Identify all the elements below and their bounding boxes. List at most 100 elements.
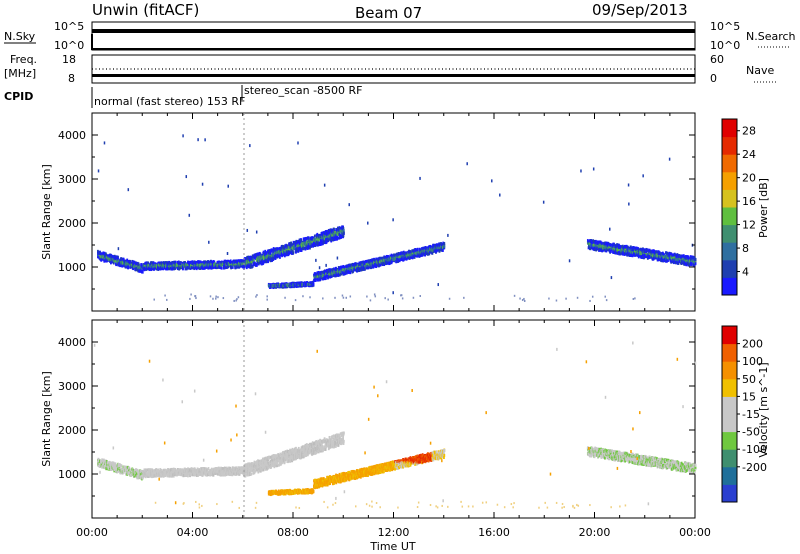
echo-cell bbox=[402, 254, 404, 258]
echo-cell bbox=[442, 248, 444, 252]
echo-cell bbox=[667, 258, 669, 262]
echo-cell bbox=[373, 258, 376, 262]
echo-cell bbox=[260, 258, 263, 262]
velocity-frame bbox=[91, 319, 696, 519]
echo-cell bbox=[599, 240, 602, 244]
echo-cell bbox=[196, 266, 199, 270]
echo-cell bbox=[260, 255, 262, 259]
echo-cell bbox=[594, 241, 597, 245]
echo-cell bbox=[203, 265, 206, 269]
echo-cell bbox=[386, 255, 388, 259]
echo-cell bbox=[694, 262, 697, 266]
nsearch-tick-bottom: 10^0 bbox=[710, 39, 740, 52]
cpid-mode-normal: normal (fast stereo) 153 RF bbox=[94, 95, 245, 108]
echo-cell bbox=[671, 254, 674, 258]
echo-cell-sparse bbox=[325, 263, 327, 267]
echo-cell-floor bbox=[400, 294, 403, 297]
echo-cell bbox=[329, 275, 331, 279]
echo-cell-sparse bbox=[642, 174, 644, 178]
nsearch-tick-top: 10^5 bbox=[710, 20, 740, 33]
echo-cell bbox=[157, 265, 160, 269]
echo-cell-floor bbox=[342, 296, 345, 299]
echo-cell-floor bbox=[255, 295, 257, 298]
echo-cell bbox=[684, 262, 687, 266]
echo-cell bbox=[604, 249, 607, 253]
echo-cell bbox=[292, 251, 295, 255]
echo-cell bbox=[596, 240, 599, 244]
echo-cell bbox=[103, 252, 106, 256]
echo-cell bbox=[661, 251, 664, 255]
power-echoes bbox=[97, 134, 697, 302]
echo-cell bbox=[299, 240, 302, 244]
echo-cell bbox=[689, 255, 692, 259]
echo-cell bbox=[160, 469, 163, 473]
echo-cell-sparse bbox=[255, 230, 258, 234]
station-title: Unwin (fitACF) bbox=[92, 1, 199, 19]
echo-cell bbox=[139, 269, 142, 273]
echo-cell bbox=[633, 246, 636, 250]
freq-tick-bottom: 8 bbox=[68, 72, 75, 85]
echo-cell bbox=[317, 242, 320, 246]
echo-cell-sparse bbox=[201, 182, 204, 186]
echo-cell bbox=[325, 274, 328, 278]
echo-cell bbox=[417, 250, 420, 254]
echo-cell bbox=[110, 257, 112, 261]
echo-cell bbox=[341, 265, 344, 269]
echo-cell bbox=[278, 252, 281, 256]
echo-cell-sparse bbox=[208, 240, 210, 244]
echo-cell bbox=[338, 272, 341, 276]
echo-cell-floor bbox=[565, 297, 567, 300]
echo-cell bbox=[292, 240, 295, 244]
echo-cell bbox=[178, 267, 181, 271]
colorbar-tick-label: 8 bbox=[742, 242, 749, 255]
nsky-label: N.Sky bbox=[4, 30, 36, 43]
echo-cell bbox=[203, 266, 206, 270]
echo-cell bbox=[289, 247, 292, 251]
echo-cell bbox=[268, 254, 271, 258]
echo-cell bbox=[668, 256, 671, 260]
cpid-mode-stereo: stereo_scan -8500 RF bbox=[244, 84, 363, 97]
nave-label: Nave bbox=[746, 64, 774, 77]
echo-cell bbox=[646, 248, 649, 252]
echo-cell bbox=[133, 474, 136, 478]
echo-cell bbox=[107, 254, 110, 258]
echo-cell bbox=[217, 264, 220, 268]
echo-cell-floor bbox=[222, 297, 225, 300]
colorbar-segment bbox=[722, 154, 737, 173]
echo-cell bbox=[258, 261, 260, 265]
echo-cell bbox=[314, 272, 316, 276]
colorbar-tick-label: 12 bbox=[742, 219, 756, 232]
nave-tick-top: 60 bbox=[710, 53, 724, 66]
echo-cell bbox=[304, 241, 307, 245]
echo-cell-floor bbox=[235, 299, 237, 302]
echo-cell-floor bbox=[215, 297, 217, 300]
echo-cell bbox=[321, 270, 324, 274]
echo-cell bbox=[343, 272, 346, 276]
echo-cell-floor bbox=[294, 299, 297, 302]
echo-cell bbox=[654, 256, 657, 260]
echo-cell bbox=[102, 458, 105, 462]
echo-cell bbox=[321, 232, 324, 236]
echo-cell-floor bbox=[632, 297, 635, 300]
echo-cell bbox=[336, 267, 339, 271]
echo-cell bbox=[309, 246, 311, 250]
echo-cell bbox=[319, 277, 322, 281]
echo-cell bbox=[112, 261, 115, 265]
echo-cell bbox=[112, 254, 114, 258]
echo-cell bbox=[608, 246, 611, 250]
echo-cell bbox=[333, 234, 336, 238]
echo-cell bbox=[670, 259, 673, 263]
echo-cell bbox=[587, 241, 590, 245]
echo-cell bbox=[342, 264, 345, 268]
echo-cell bbox=[432, 249, 435, 253]
echo-cell bbox=[291, 284, 293, 288]
echo-cell bbox=[143, 264, 146, 268]
colorbar-segment bbox=[722, 207, 737, 226]
echo-cell bbox=[248, 265, 251, 269]
colorbar-segment bbox=[722, 119, 737, 138]
echo-cell bbox=[331, 271, 334, 275]
echo-cell-sparse bbox=[392, 291, 394, 295]
echo-cell bbox=[303, 246, 306, 250]
echo-cell bbox=[329, 271, 332, 275]
echo-cell-floor bbox=[236, 298, 238, 301]
